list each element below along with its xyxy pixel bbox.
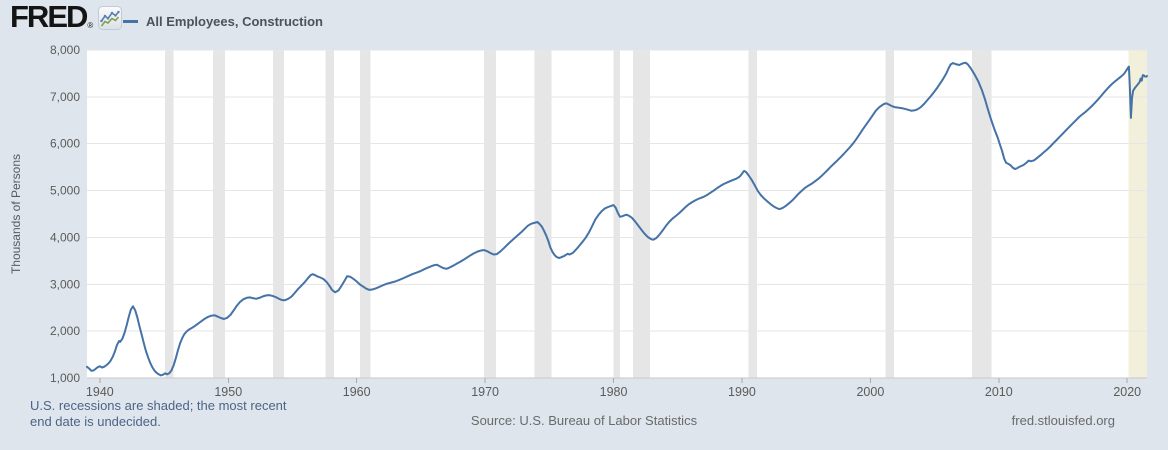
x-axis-tick-label: 2010 [985, 385, 1013, 399]
x-axis-tick-label: 1990 [728, 385, 756, 399]
y-axis-tick-label: 6,000 [50, 137, 80, 151]
y-axis-tick-label: 8,000 [50, 43, 80, 57]
x-axis-tick-label: 1950 [214, 385, 242, 399]
series-label: All Employees, Construction [146, 14, 323, 29]
y-axis-tick-label: 7,000 [50, 90, 80, 104]
open-recession-band [1128, 50, 1147, 378]
fred-site-link[interactable]: fred.stlouisfed.org [1011, 413, 1115, 428]
x-axis-tick-label: 2020 [1113, 385, 1141, 399]
recession-band [165, 50, 174, 378]
y-axis-title: Thousands of Persons [9, 153, 23, 275]
data-line[interactable] [86, 61, 1148, 377]
y-axis-tick-label: 4,000 [50, 230, 80, 244]
recession-band [748, 50, 757, 378]
recession-band [359, 50, 371, 378]
recession-band [613, 50, 620, 378]
recession-band [885, 50, 894, 378]
recession-band [534, 50, 552, 378]
recession-band [972, 50, 992, 378]
series-line-swatch [123, 20, 138, 23]
x-axis-tick-label: 1980 [600, 385, 628, 399]
recession-note: U.S. recessions are shaded; the most rec… [30, 398, 287, 430]
legend: All Employees, Construction [123, 14, 323, 29]
registered-mark: ® [87, 21, 94, 30]
x-axis-tick-label: 1970 [471, 385, 499, 399]
x-axis-tick-label: 1960 [343, 385, 371, 399]
recession-band [632, 50, 650, 378]
x-axis-tick-label: 1940 [86, 385, 114, 399]
fred-sparkline-icon [98, 6, 123, 30]
x-axis-tick-label: 2000 [856, 385, 884, 399]
recession-note-line1: U.S. recessions are shaded; the most rec… [30, 398, 287, 413]
y-axis-tick-label: 5,000 [50, 184, 80, 198]
y-axis-tick-label: 2,000 [50, 324, 80, 338]
fred-logo[interactable]: FRED ® [10, 0, 123, 34]
recession-band [213, 50, 226, 378]
recession-band [484, 50, 496, 378]
y-axis-tick-label: 1,000 [50, 371, 80, 385]
y-axis-tick-label: 3,000 [50, 277, 80, 291]
recession-band [325, 50, 335, 378]
source-text: Source: U.S. Bureau of Labor Statistics [470, 413, 698, 428]
recession-note-line2: end date is undecided. [30, 414, 161, 429]
recession-band [273, 50, 284, 378]
fred-logo-text[interactable]: FRED [10, 0, 88, 34]
